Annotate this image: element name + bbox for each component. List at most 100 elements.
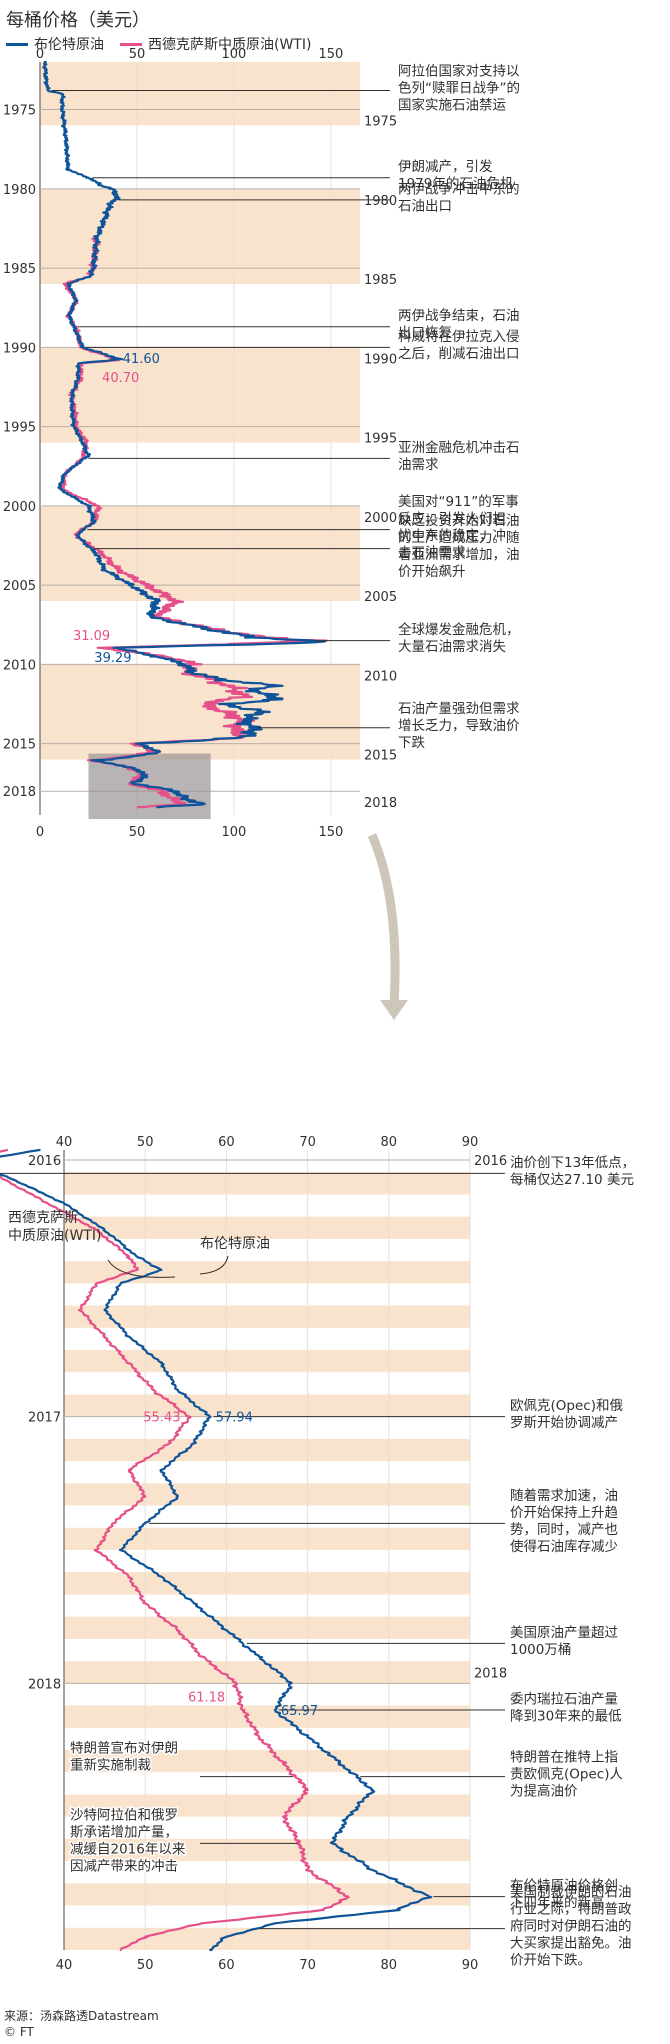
series2-line-wti — [0, 1148, 350, 1952]
x-tick-bottom-0: 0 — [36, 825, 44, 840]
annotation-text-3-0: 两伊战争结束，石油 — [398, 308, 520, 324]
year-label-right-1975: 1975 — [364, 115, 397, 130]
legend-label-wti: 西德克萨斯中质原油(WTI) — [148, 37, 312, 53]
stripe-9 — [64, 1350, 470, 1373]
year2-label-left-2018: 2018 — [28, 1677, 61, 1692]
year2-label-left-2017: 2017 — [28, 1411, 61, 1426]
value-label-c1-2: 31.09 — [73, 629, 110, 644]
annotation2-text-1-0: 欧佩克(Opec)和俄 — [510, 1398, 623, 1414]
value-label-c2-1: 57.94 — [216, 1411, 253, 1426]
stripe-11 — [64, 1394, 470, 1417]
shaded-band-0 — [40, 62, 360, 126]
annotation-text-2-0: 两伊战争冲击中东的 — [398, 181, 520, 197]
shaded-band-3 — [40, 505, 360, 601]
value-label-c1-3: 39.29 — [94, 651, 131, 666]
legend-item-brent: 布伦特原油 — [6, 34, 104, 54]
annotation2-text-5-1: 责欧佩克(Opec)人 — [510, 1767, 623, 1783]
year-label-left-2018: 2018 — [3, 785, 36, 800]
x2-tick-top-50: 50 — [137, 1135, 154, 1150]
x-tick-bottom-50: 50 — [129, 825, 146, 840]
annotation2-text-0-0: 油价创下13年低点， — [510, 1155, 635, 1171]
year-label-right-2010: 2010 — [364, 669, 397, 684]
annotation2-text-2-2: 势，同时，减产也 — [510, 1522, 618, 1538]
annotation2-text-5-2: 为提高油价 — [510, 1783, 578, 1800]
x2-tick-top-60: 60 — [218, 1135, 235, 1150]
stripe-31 — [64, 1838, 470, 1862]
left-annotation2-text-0-0: 特朗普宣布对伊朗 — [70, 1741, 178, 1757]
year-label-right-1980: 1980 — [364, 194, 397, 209]
year-label-left-2000: 2000 — [3, 500, 36, 515]
series-label-wti-1: 中质原油(WTI) — [8, 1228, 101, 1244]
annotation-text-2-1: 石油出口 — [398, 198, 452, 214]
stripe-19 — [64, 1572, 470, 1595]
annotation-text-8-1: 大量石油需求消失 — [398, 639, 506, 655]
annotation-text-0-1: 色列“赎罪日战争”的 — [398, 80, 520, 97]
year-label-left-1995: 1995 — [3, 421, 36, 436]
x2-tick-top-40: 40 — [56, 1135, 73, 1150]
zoom-arrow-head — [380, 1000, 408, 1020]
stripe-7 — [64, 1305, 470, 1328]
annotation2-text-7-2: 府同时对伊朗石油的 — [510, 1919, 632, 1935]
value-label-c2-2: 61.18 — [188, 1690, 225, 1705]
x-tick-top-100: 100 — [222, 47, 247, 62]
copyright: © FT — [4, 2025, 34, 2039]
annotation2-text-7-1: 行业之际，特朗普政 — [510, 1902, 632, 1918]
x2-tick-top-70: 70 — [299, 1135, 316, 1150]
year-label-right-2000: 2000 — [364, 511, 397, 526]
annotation-text-7-3: 价开始飙升 — [398, 564, 466, 580]
annotation2-text-5-0: 特朗普在推特上指 — [510, 1750, 618, 1766]
annotation-text-9-0: 石油产量强劲但需求 — [398, 701, 520, 717]
series2-line-brent — [0, 1148, 433, 1952]
annotation2-text-1-1: 罗斯开始协调减产 — [510, 1415, 618, 1431]
left-annotation2-text-1-0: 沙特阿拉伯和俄罗 — [70, 1807, 178, 1823]
x-tick-top-0: 0 — [36, 47, 44, 62]
year2-label-left-2016: 2016 — [28, 1154, 61, 1169]
x2-tick-bottom-60: 60 — [218, 1958, 235, 1973]
year-label-left-1975: 1975 — [3, 104, 36, 119]
year-label-right-2018: 2018 — [364, 796, 397, 811]
annotation2-text-0-1: 每桶仅达27.10 美元 — [510, 1172, 634, 1188]
annotation-text-5-1: 油需求 — [398, 457, 439, 473]
year-label-left-1985: 1985 — [3, 262, 36, 277]
zoom-arrow-shaft — [367, 833, 400, 1006]
annotation-text-3-1: 出口恢复 — [398, 324, 452, 341]
annotation-text-0-0: 阿拉伯国家对支持以 — [398, 63, 520, 80]
year-label-left-1980: 1980 — [3, 183, 36, 198]
annotation-text-1-0: 伊朗减产，引发 — [398, 159, 493, 175]
year-label-left-2010: 2010 — [3, 658, 36, 673]
annotation-text-1-1: 1979年的石油危机 — [398, 176, 514, 192]
year-label-left-1990: 1990 — [3, 341, 36, 356]
stripe-3 — [64, 1216, 470, 1239]
legend-item-wti: 西德克萨斯中质原油(WTI) — [120, 34, 311, 54]
left-annotation2-text-1-1: 斯承诺增加产量， — [70, 1824, 178, 1840]
annotation2-text-6-1: 下四年来的新高 — [510, 1894, 605, 1911]
x2-tick-bottom-70: 70 — [299, 1958, 316, 1973]
x-tick-top-150: 150 — [318, 47, 343, 62]
annotation2-text-7-0: 美国制裁伊朗的石油 — [510, 1885, 632, 1901]
series-label-brent-pointer — [199, 1255, 229, 1275]
x-tick-top-50: 50 — [129, 47, 146, 62]
x2-tick-top-90: 90 — [462, 1135, 479, 1150]
annotation-text-4-1: 之后，削减石油出口 — [398, 346, 520, 362]
legend: 布伦特原油 西德克萨斯中质原油(WTI) — [6, 34, 327, 54]
annotation-text-6-2: 忧中东的稳定，冲 — [398, 528, 506, 544]
annotation-text-4-0: 科威特在伊拉克入侵 — [398, 328, 520, 345]
annotation-text-5-0: 亚洲金融危机冲击石 — [398, 440, 520, 456]
legend-label-brent: 布伦特原油 — [34, 37, 104, 53]
shaded-band-1 — [40, 188, 360, 284]
value-label-c2-3: 65.97 — [281, 1704, 318, 1719]
annotation-text-6-3: 击石油需求 — [398, 545, 466, 561]
annotation-text-7-0: 缺乏投资开始对石油 — [398, 513, 520, 529]
stripe-35 — [64, 1927, 470, 1950]
stripe-17 — [64, 1527, 470, 1550]
annotation-text-0-2: 国家实施石油禁运 — [398, 97, 506, 114]
annotation2-text-3-0: 美国原油产量超过 — [510, 1625, 618, 1641]
stripe-15 — [64, 1483, 470, 1506]
annotation-text-6-0: 美国对“911”的军事 — [398, 494, 519, 510]
year2-label-right-2018: 2018 — [474, 1666, 507, 1681]
stripe-29 — [64, 1794, 470, 1817]
left-annotation2-text-1-3: 因减产带来的冲击 — [70, 1858, 178, 1874]
x2-tick-bottom-90: 90 — [462, 1958, 479, 1973]
left-annotation2-text-0-1: 重新实施制裁 — [70, 1758, 151, 1774]
